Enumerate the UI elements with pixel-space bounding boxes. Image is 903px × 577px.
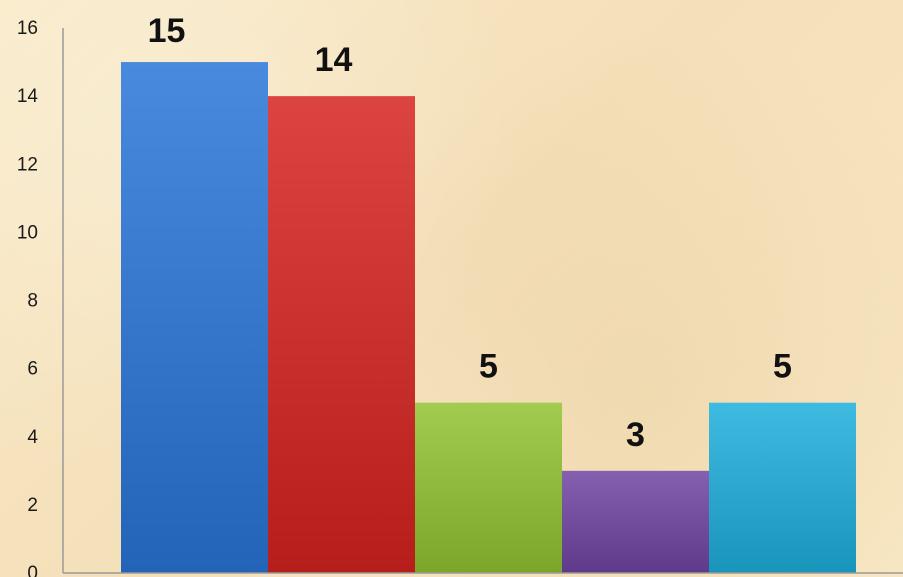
- bar-5: [709, 402, 856, 573]
- data-label-5: 5: [773, 348, 792, 386]
- data-label-3: 5: [479, 348, 498, 386]
- y-tick-label-0: 0: [27, 563, 38, 577]
- bars-group: [121, 62, 856, 573]
- data-label-2: 14: [315, 41, 353, 79]
- y-tick-label-8: 8: [27, 291, 38, 312]
- data-label-4: 3: [626, 416, 645, 454]
- y-tick-label-10: 10: [17, 222, 38, 243]
- y-tick-label-2: 2: [27, 495, 38, 516]
- y-tick-label-14: 14: [17, 86, 39, 107]
- bar-4: [562, 470, 709, 573]
- y-tick-label-6: 6: [27, 359, 38, 380]
- y-tick-label-12: 12: [17, 154, 38, 175]
- data-label-1: 15: [148, 12, 186, 50]
- y-tick-label-4: 4: [27, 427, 38, 448]
- y-tick-label-16: 16: [17, 18, 38, 39]
- data-labels-group: 15 14 5 3 5: [148, 12, 792, 454]
- y-axis-tick-labels: 0 2 4 6 8 10 12 14 16: [17, 18, 39, 577]
- bar-3: [415, 402, 562, 573]
- bar-1: [121, 62, 268, 573]
- bar-2: [268, 96, 415, 573]
